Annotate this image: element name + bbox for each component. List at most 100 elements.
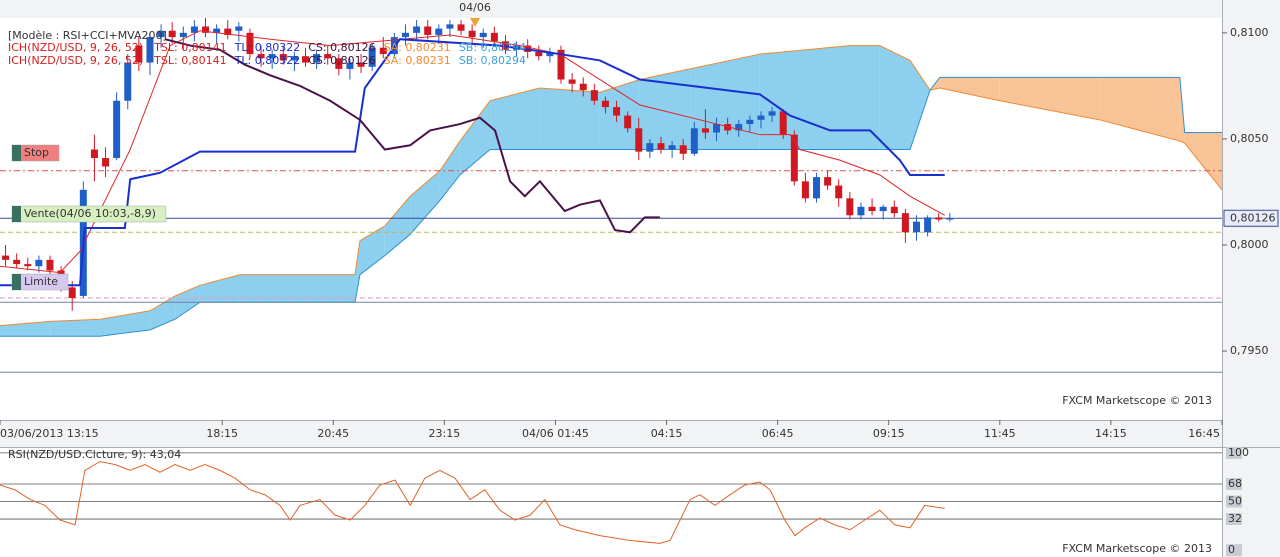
candle-body	[701, 128, 709, 133]
candle-body	[690, 128, 698, 154]
candle-body	[179, 32, 187, 38]
candle-body	[124, 62, 132, 101]
candle-body	[213, 28, 221, 33]
candle-body	[735, 124, 743, 131]
legend-item: CS: 0,80126	[308, 41, 375, 54]
y-tick-label: 50	[1228, 495, 1242, 508]
watermark: FXCM Marketscope © 2013	[1062, 394, 1212, 407]
candle-body	[479, 32, 487, 38]
x-tick-label: 03/06/2013 13:15	[0, 427, 99, 440]
x-tick-label: 16:45	[1188, 427, 1220, 440]
candle-body	[846, 198, 854, 216]
legend-item: ICH(NZD/USD, 9, 26, 52) - TSL: 0,80141	[8, 41, 227, 54]
candle-body	[457, 24, 465, 31]
y-tick-box	[1226, 495, 1242, 508]
candle-body	[424, 26, 432, 35]
candle-body	[746, 119, 754, 125]
legend-item: TL: 0,80322	[234, 54, 301, 67]
order-label: Limite	[24, 275, 58, 288]
rsi-title: RSI(NZD/USD.Clcture, 9): 43,04	[8, 448, 181, 461]
candle-body	[468, 30, 476, 38]
candle-body	[302, 56, 309, 63]
candle-body	[813, 177, 821, 199]
candle-body	[835, 185, 843, 199]
candle-body	[713, 124, 721, 133]
candle-body	[601, 100, 609, 108]
x-tick-label: 09:15	[873, 427, 905, 440]
x-tick-label: 04/06 01:45	[522, 427, 589, 440]
candle-body	[679, 145, 687, 154]
candle-body	[724, 124, 732, 131]
candle-body	[646, 143, 654, 152]
y-tick-label: 0,8050	[1230, 132, 1269, 145]
y-tick-box	[1226, 544, 1242, 557]
candle-body	[46, 259, 54, 271]
candle-body	[590, 90, 598, 101]
candle-body	[257, 54, 265, 59]
order-tab	[12, 145, 21, 161]
y-tick-label: 0,7950	[1230, 344, 1269, 357]
date-marker-label: 04/06	[459, 1, 491, 14]
last-price-box	[1223, 209, 1279, 227]
candle-body	[579, 83, 587, 91]
cloud-segment	[239, 274, 356, 303]
cloud-segment	[759, 45, 851, 150]
y-tick-label: 0	[1228, 543, 1235, 556]
candle-body	[401, 32, 409, 38]
candle-body	[890, 206, 898, 214]
candle-body	[113, 100, 121, 159]
candle-body	[490, 32, 498, 42]
candle-body	[35, 259, 43, 267]
cloud-segment	[50, 319, 100, 337]
rsi-line	[0, 461, 945, 544]
candle-body	[24, 264, 32, 267]
candle-body	[13, 259, 21, 265]
order-tab	[12, 274, 21, 290]
legend-item: SB: 0,80294	[459, 41, 526, 54]
watermark: FXCM Marketscope © 2013	[1062, 542, 1212, 555]
cloud-segment	[1184, 132, 1222, 190]
candle-body	[357, 62, 365, 67]
candle-body	[546, 51, 554, 57]
candle-body	[790, 134, 798, 182]
order-label: Stop	[24, 146, 49, 159]
legend: ICH(NZD/USD, 9, 26, 52) - TSL: 0,80141 TL…	[8, 41, 526, 54]
candle-body	[624, 115, 632, 129]
candle-body	[157, 30, 165, 38]
cloud-segment	[490, 88, 540, 150]
legend-item: ICH(NZD/USD, 9, 26, 52) - TSL: 0,80141	[8, 54, 227, 67]
candle-body	[535, 51, 543, 57]
candle-body	[235, 26, 243, 31]
x-tick-label: 06:45	[762, 427, 794, 440]
order-tab	[12, 206, 21, 222]
candle-body	[413, 26, 421, 33]
legend-item: TL: 0,80322	[234, 41, 301, 54]
cloud-segment	[939, 77, 1000, 101]
candle-body	[346, 62, 354, 69]
candle-body	[913, 221, 920, 233]
cloud-segment	[384, 196, 411, 256]
candle-body	[857, 206, 865, 216]
candle-body	[935, 217, 943, 220]
candle-body	[379, 47, 387, 55]
candle-body	[868, 206, 876, 212]
candle-body	[946, 218, 954, 220]
legend-item: SA: 0,80231	[384, 41, 451, 54]
cloud-segment	[879, 45, 911, 150]
candle-body	[557, 49, 565, 80]
cloud-segment	[910, 60, 931, 150]
candle-body	[202, 26, 210, 33]
candle-body	[901, 213, 909, 233]
indicator-line	[164, 38, 660, 234]
cloud-segment	[355, 240, 360, 303]
candle-body	[824, 177, 832, 186]
candle-body	[657, 143, 665, 150]
candle-body	[146, 37, 154, 63]
cloud-segment	[539, 88, 600, 150]
y-tick-box	[1226, 478, 1242, 491]
candle-body	[168, 30, 176, 38]
candle-body	[757, 115, 765, 120]
x-tick-label: 04:15	[651, 427, 683, 440]
y-tick-box	[1226, 513, 1242, 526]
legend: ICH(NZD/USD, 9, 26, 52) - TSL: 0,80141 TL…	[8, 54, 526, 67]
